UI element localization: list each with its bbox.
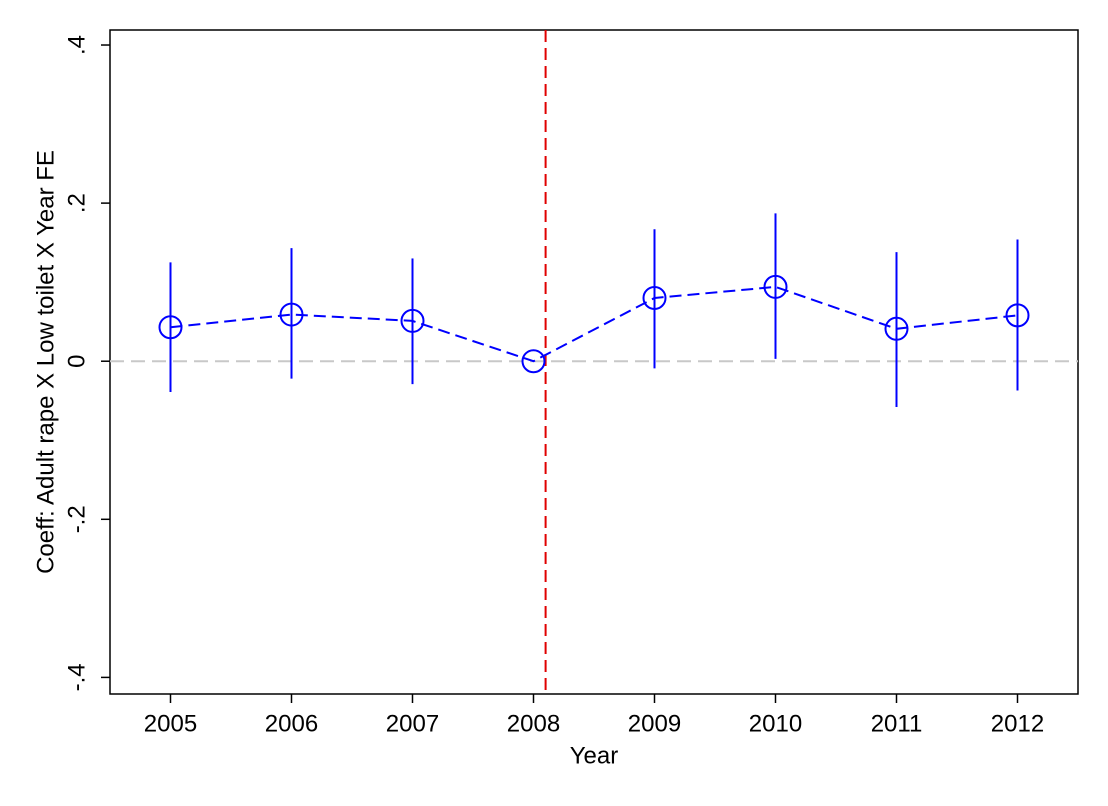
x-tick-label: 2005: [144, 710, 197, 737]
x-tick-label: 2008: [507, 710, 560, 737]
point: [1005, 303, 1030, 328]
y-tick-label: 0: [63, 355, 90, 368]
y-tick-label: -.2: [63, 505, 90, 533]
x-axis-label: Year: [570, 742, 619, 769]
x-tick-label: 2011: [871, 710, 923, 737]
point: [279, 302, 304, 327]
series-line: [170, 285, 1018, 363]
point: [763, 274, 788, 299]
point: [884, 316, 909, 341]
y-tick-label: .4: [63, 35, 90, 55]
point: [642, 285, 667, 310]
point: [521, 349, 546, 374]
x-tick-label: 2007: [386, 710, 439, 737]
y-tick-label: -.4: [63, 663, 90, 691]
point: [400, 308, 425, 333]
x-tick-label: 2012: [991, 710, 1044, 737]
y-axis-label: Coeff: Adult rape X Low toilet X Year FE: [32, 150, 59, 574]
x-tick-label: 2009: [628, 710, 681, 737]
y-tick-label: .2: [63, 193, 90, 213]
point: [158, 315, 183, 340]
x-tick-label: 2010: [749, 710, 802, 737]
x-tick-label: 2006: [265, 710, 318, 737]
